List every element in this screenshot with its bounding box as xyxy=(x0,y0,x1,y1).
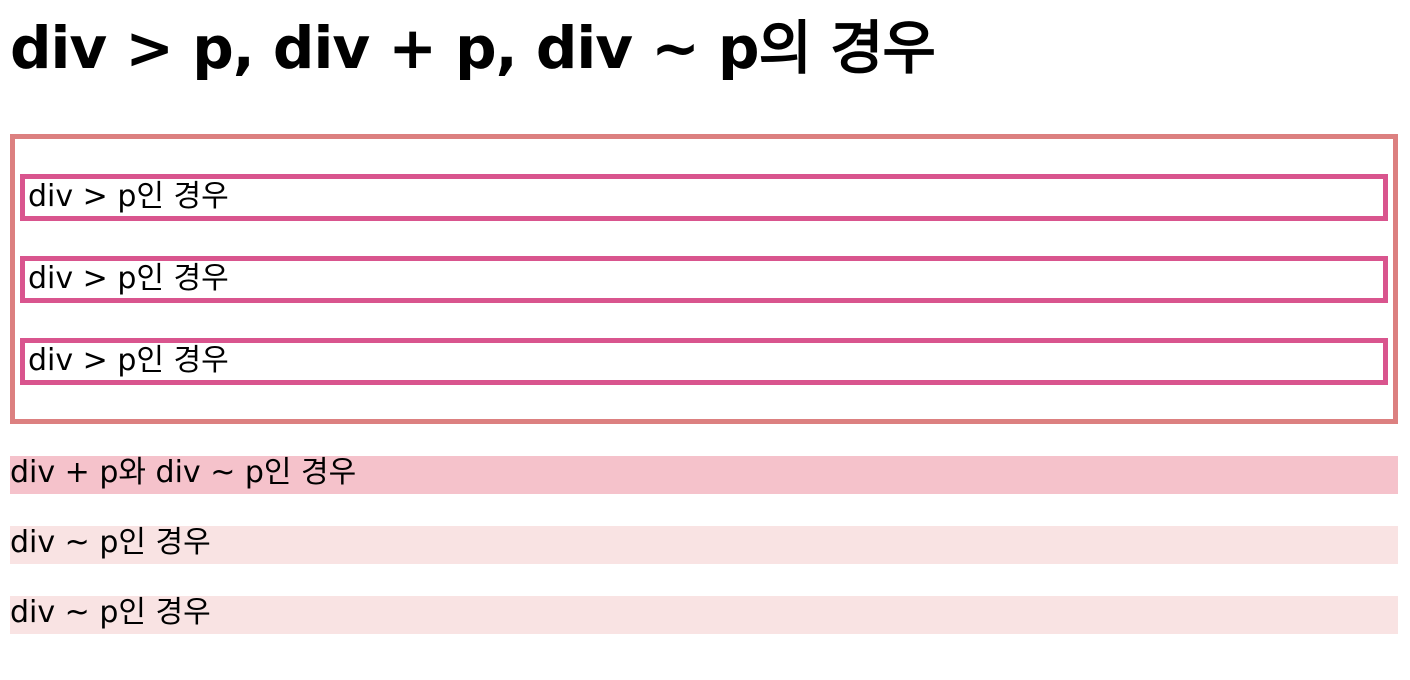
child-paragraph: div > p인 경우 xyxy=(20,174,1388,221)
parent-div: div > p인 경우 div > p인 경우 div > p인 경우 xyxy=(10,134,1398,424)
general-sibling-paragraph: div ~ p인 경우 xyxy=(10,526,1398,564)
general-sibling-paragraph: div ~ p인 경우 xyxy=(10,596,1398,634)
page-title: div > p, div + p, div ~ p의 경우 xyxy=(10,14,936,82)
adjacent-sibling-paragraph: div + p와 div ~ p인 경우 xyxy=(10,456,1398,494)
child-paragraph: div > p인 경우 xyxy=(20,256,1388,303)
child-paragraph: div > p인 경우 xyxy=(20,338,1388,385)
